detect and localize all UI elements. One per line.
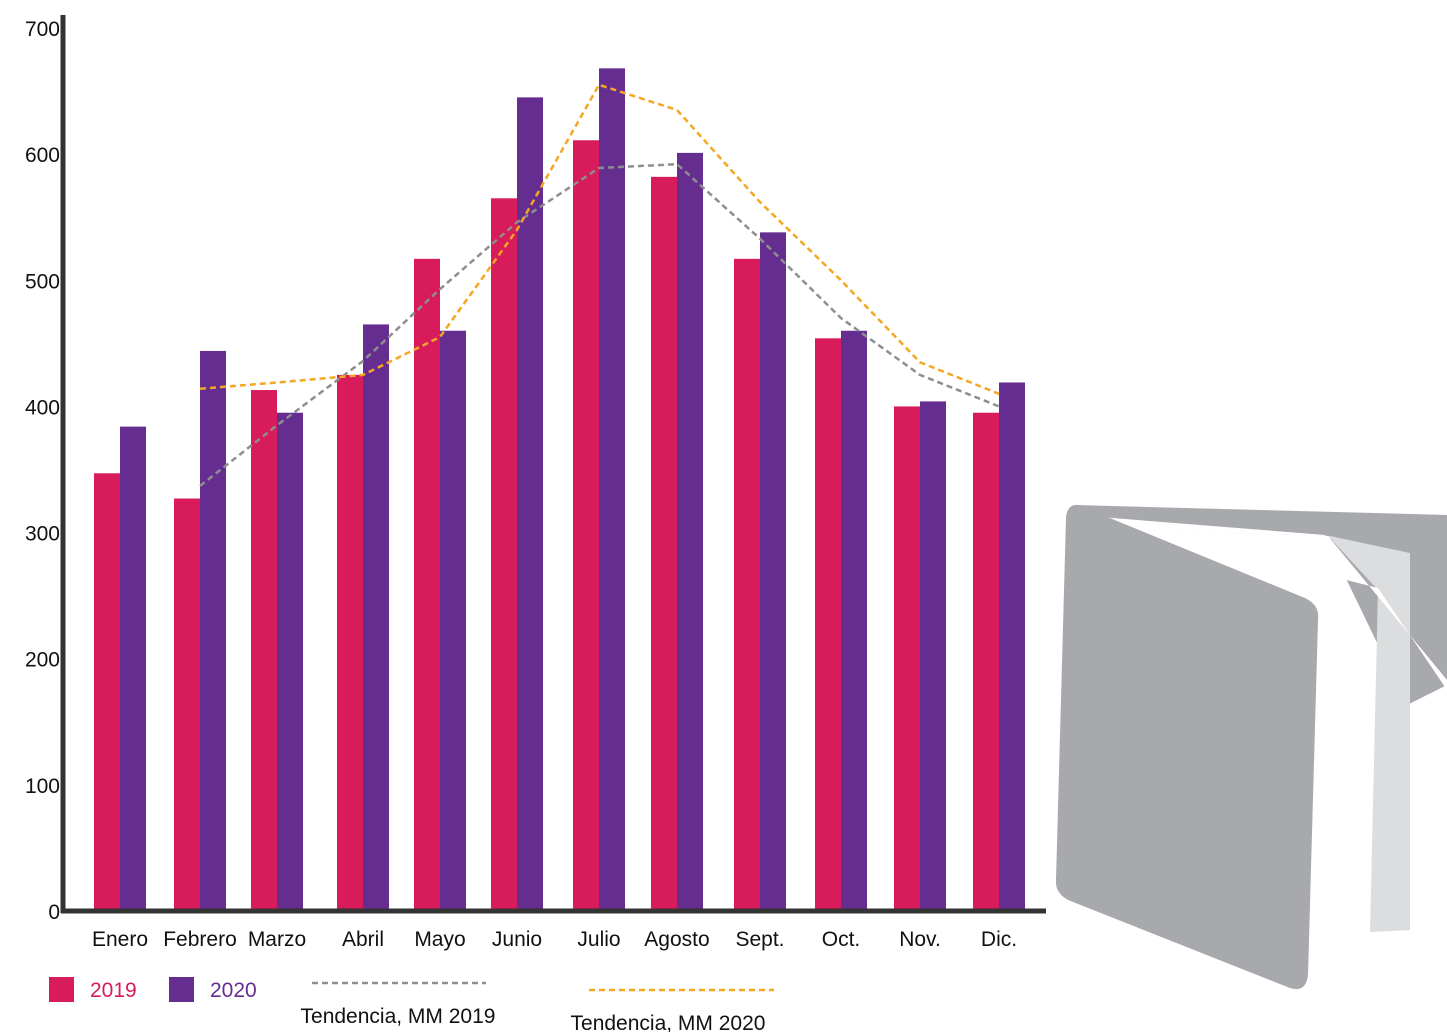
bar-2019-Agosto	[651, 176, 677, 911]
bar-2020-Dic.	[999, 382, 1025, 911]
bar-2020-Mayo	[440, 330, 466, 911]
trend-line-2019	[199, 162, 1000, 487]
legend-label-2019: 2019	[90, 979, 137, 1002]
legend-swatch-2019	[49, 977, 74, 1002]
y-tick-label: 300	[25, 523, 60, 546]
bar-2019-Junio	[491, 198, 517, 912]
legend-label-trend-2020: Tendencia, MM 2020	[571, 1012, 766, 1032]
bar-2019-Febrero	[174, 498, 200, 911]
bar-2019-Sept.	[734, 258, 760, 911]
bar-2020-Enero	[120, 426, 146, 911]
y-tick-label: 200	[25, 649, 60, 672]
bar-2019-Oct.	[815, 338, 841, 912]
y-tick-labels: 0 100 200 300 400 500 600 700	[25, 18, 60, 924]
bar-2020-Abril	[363, 324, 389, 912]
x-tick-label: Sept.	[735, 928, 784, 951]
x-tick-label: Marzo	[248, 928, 306, 951]
x-tick-label: Dic.	[981, 928, 1017, 951]
x-tick-label: Abril	[342, 928, 384, 951]
y-tick-label: 400	[25, 396, 60, 419]
bar-2020-Agosto	[677, 152, 703, 912]
bar-2020-Julio	[599, 68, 625, 911]
bars	[94, 68, 1025, 912]
y-tick-label: 100	[25, 775, 60, 798]
trend-line-2020	[199, 83, 1000, 395]
bar-2020-Febrero	[200, 350, 226, 911]
x-tick-label: Nov.	[899, 928, 941, 951]
bar-2019-Dic.	[973, 412, 999, 911]
bar-2019-Marzo	[251, 390, 277, 911]
ballot-box-icon	[1055, 504, 1447, 990]
legend-label-2020: 2020	[210, 979, 257, 1002]
y-tick-label: 0	[48, 901, 60, 924]
bar-2020-Nov.	[920, 401, 946, 911]
trend-lines	[199, 83, 1000, 487]
x-tick-label: Febrero	[163, 928, 237, 951]
bar-2019-Enero	[94, 473, 120, 911]
x-tick-label: Enero	[92, 928, 148, 951]
legend: 2019 2020 Tendencia, MM 2019 Tendencia, MM …	[49, 977, 774, 1032]
y-tick-label: 500	[25, 270, 60, 293]
x-tick-label: Julio	[577, 928, 620, 951]
x-tick-label: Agosto	[644, 928, 709, 951]
bar-2019-Mayo	[414, 258, 440, 911]
legend-swatch-2020	[169, 977, 194, 1002]
y-tick-label: 600	[25, 144, 60, 167]
y-tick-label: 700	[25, 18, 60, 41]
x-tick-label: Junio	[492, 928, 542, 951]
category-labels: Enero Febrero Marzo Abril Mayo Junio Julio Agos…	[92, 928, 1017, 951]
bar-2019-Nov.	[894, 406, 920, 911]
x-tick-label: Mayo	[414, 928, 465, 951]
bar-2020-Marzo	[277, 412, 303, 911]
bar-2020-Sept.	[760, 232, 786, 911]
legend-label-trend-2019: Tendencia, MM 2019	[301, 1005, 496, 1028]
bar-2019-Abril	[337, 374, 363, 912]
x-tick-label: Oct.	[822, 928, 861, 951]
bar-2020-Junio	[517, 97, 543, 912]
bar-2019-Julio	[573, 140, 599, 911]
bar-2020-Oct.	[841, 330, 867, 911]
